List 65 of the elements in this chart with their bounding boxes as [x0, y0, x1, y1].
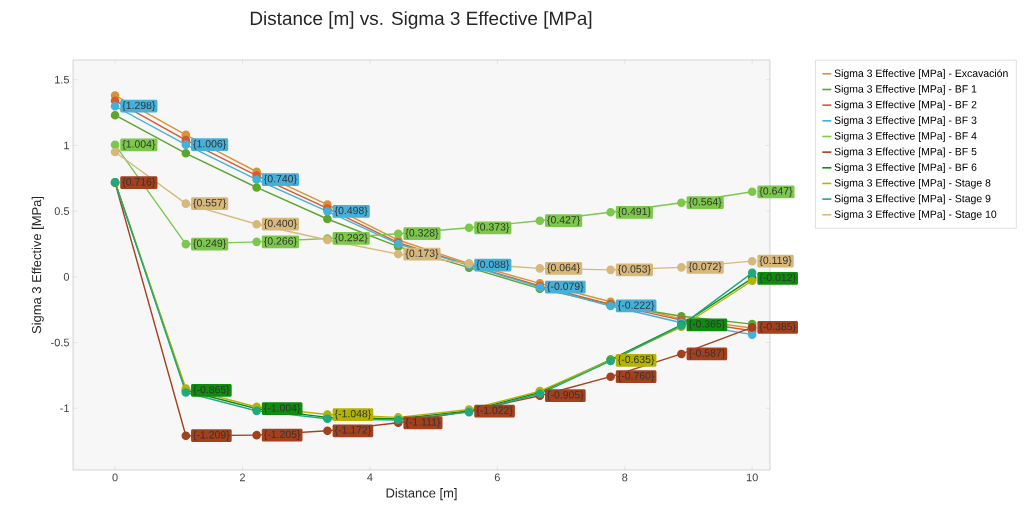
data-label: {-0.905} — [547, 390, 584, 401]
data-label: {0.557} — [193, 198, 227, 209]
legend-label: Sigma 3 Effective [MPa] - BF 4 — [834, 131, 977, 142]
data-label: {-1.004} — [264, 403, 301, 414]
data-label: {-1.022} — [476, 406, 513, 416]
y-tick-label: 0.5 — [54, 207, 70, 215]
data-label: {-0.079} — [547, 282, 584, 293]
data-label: {-0.365} — [688, 319, 726, 330]
data-label: {0.173} — [405, 249, 439, 259]
x-tick-label: 10 — [746, 473, 758, 482]
x-tick-label: 6 — [494, 473, 500, 482]
data-label: {-0.635} — [617, 355, 655, 366]
data-label: {0.647} — [759, 186, 793, 197]
legend-label: Sigma 3 Effective [MPa] - BF 2 — [834, 100, 977, 111]
data-label: {-1.048} — [334, 409, 372, 420]
data-label: {0.088} — [476, 260, 510, 271]
data-label: {0.373} — [476, 222, 510, 233]
x-tick-label: 8 — [622, 473, 628, 482]
data-label: {-0.385} — [759, 322, 796, 333]
data-label: {1.006} — [193, 139, 227, 150]
data-label: {0.491} — [617, 207, 651, 218]
chart-title: Distance [m] vs. Sigma 3 Effective [MPa] — [250, 11, 592, 29]
data-label: {0.716} — [122, 177, 156, 188]
data-label: {0.328} — [405, 228, 439, 239]
y-tick-label: -1 — [60, 404, 69, 412]
x-axis-title: Distance [m] — [386, 488, 457, 501]
y-tick-label: 1.5 — [55, 75, 70, 84]
legend-label: Sigma 3 Effective [MPa] - Stage 8 — [834, 178, 991, 189]
legend-label: Sigma 3 Effective [MPa] - Stage 10 — [834, 210, 997, 220]
data-label: {-1.111} — [405, 417, 441, 428]
data-label: {0.119} — [759, 256, 792, 267]
legend-label: Sigma 3 Effective [MPa] - BF 6 — [834, 163, 977, 174]
data-label: {0.400} — [264, 219, 297, 230]
data-label: {-0.222} — [617, 301, 655, 311]
data-label: {-0.865} — [193, 385, 230, 396]
data-label: {0.249} — [193, 239, 227, 249]
data-label: {0.064} — [547, 263, 580, 274]
data-label: {0.427} — [547, 215, 580, 226]
data-label: {0.053} — [617, 264, 651, 275]
data-label: {-0.012} — [759, 273, 796, 284]
data-label: {0.740} — [264, 174, 297, 185]
data-label: {0.266} — [264, 236, 297, 247]
legend-label: Sigma 3 Effective [MPa] - Stage 9 — [834, 194, 991, 205]
y-tick-label: 1 — [64, 141, 69, 150]
y-axis-title: Sigma 3 Effective [MPa] — [31, 196, 44, 334]
x-tick-label: 4 — [367, 473, 373, 482]
data-label: {-0.760} — [617, 371, 655, 382]
legend-label: Sigma 3 Effective [MPa] - BF 5 — [834, 147, 977, 158]
legend-label: Sigma 3 Effective [MPa] - BF 1 — [834, 84, 977, 95]
x-tick-label: 0 — [112, 473, 118, 482]
legend-label: Sigma 3 Effective [MPa] - BF 3 — [834, 116, 977, 127]
data-label: {-1.172} — [334, 425, 372, 436]
data-label: {1.298} — [122, 101, 156, 112]
x-tick-label: 2 — [239, 473, 245, 482]
data-label: {-1.209} — [193, 430, 230, 441]
legend-label: Sigma 3 Effective [MPa] - Excavación — [834, 69, 1008, 80]
data-label: {1.004} — [122, 140, 156, 150]
data-label: {0.292} — [334, 233, 368, 244]
data-label: {-1.205} — [264, 430, 301, 441]
data-label: {0.072} — [688, 262, 722, 273]
data-label: {0.498} — [334, 206, 368, 217]
y-tick-label: 0 — [63, 272, 70, 281]
y-tick-label: -0.5 — [51, 338, 70, 347]
data-label: {0.564} — [688, 197, 722, 208]
data-label: {-0.587} — [688, 349, 726, 359]
